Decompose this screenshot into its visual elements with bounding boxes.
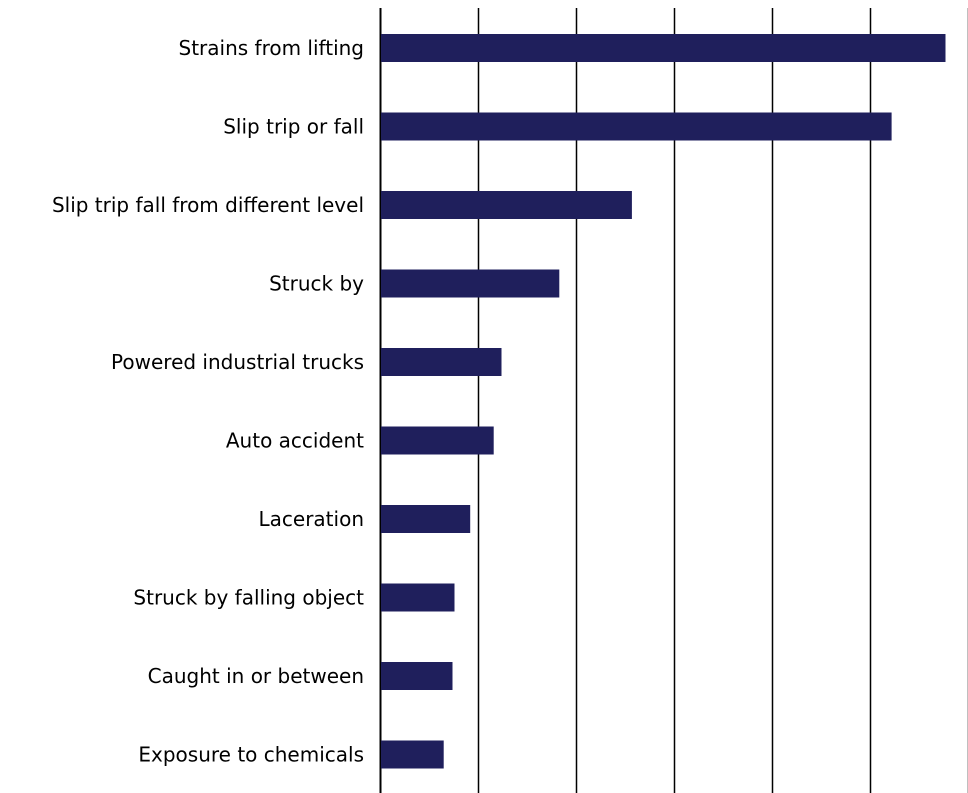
bar: [381, 740, 444, 769]
category-label: Caught in or between: [148, 664, 364, 688]
category-label: Laceration: [259, 507, 365, 531]
bar: [381, 191, 632, 219]
bars: [381, 34, 946, 769]
category-label: Struck by: [269, 272, 364, 296]
category-labels: Strains from lifting Slip trip or fall Sli…: [52, 36, 364, 767]
bar: [381, 426, 494, 455]
category-label: Slip trip fall from different level: [52, 193, 364, 217]
bar: [381, 269, 560, 298]
bar: [381, 505, 471, 533]
bar: [381, 662, 453, 690]
bar: [381, 583, 455, 612]
category-label: Slip trip or fall: [223, 115, 364, 139]
category-label: Strains from lifting: [179, 36, 365, 60]
bar: [381, 112, 892, 141]
bar: [381, 348, 502, 376]
category-label: Auto accident: [226, 429, 364, 453]
category-label: Struck by falling object: [133, 586, 364, 610]
category-label: Exposure to chemicals: [138, 743, 364, 767]
category-label: Powered industrial trucks: [111, 350, 364, 374]
bar: [381, 34, 946, 62]
